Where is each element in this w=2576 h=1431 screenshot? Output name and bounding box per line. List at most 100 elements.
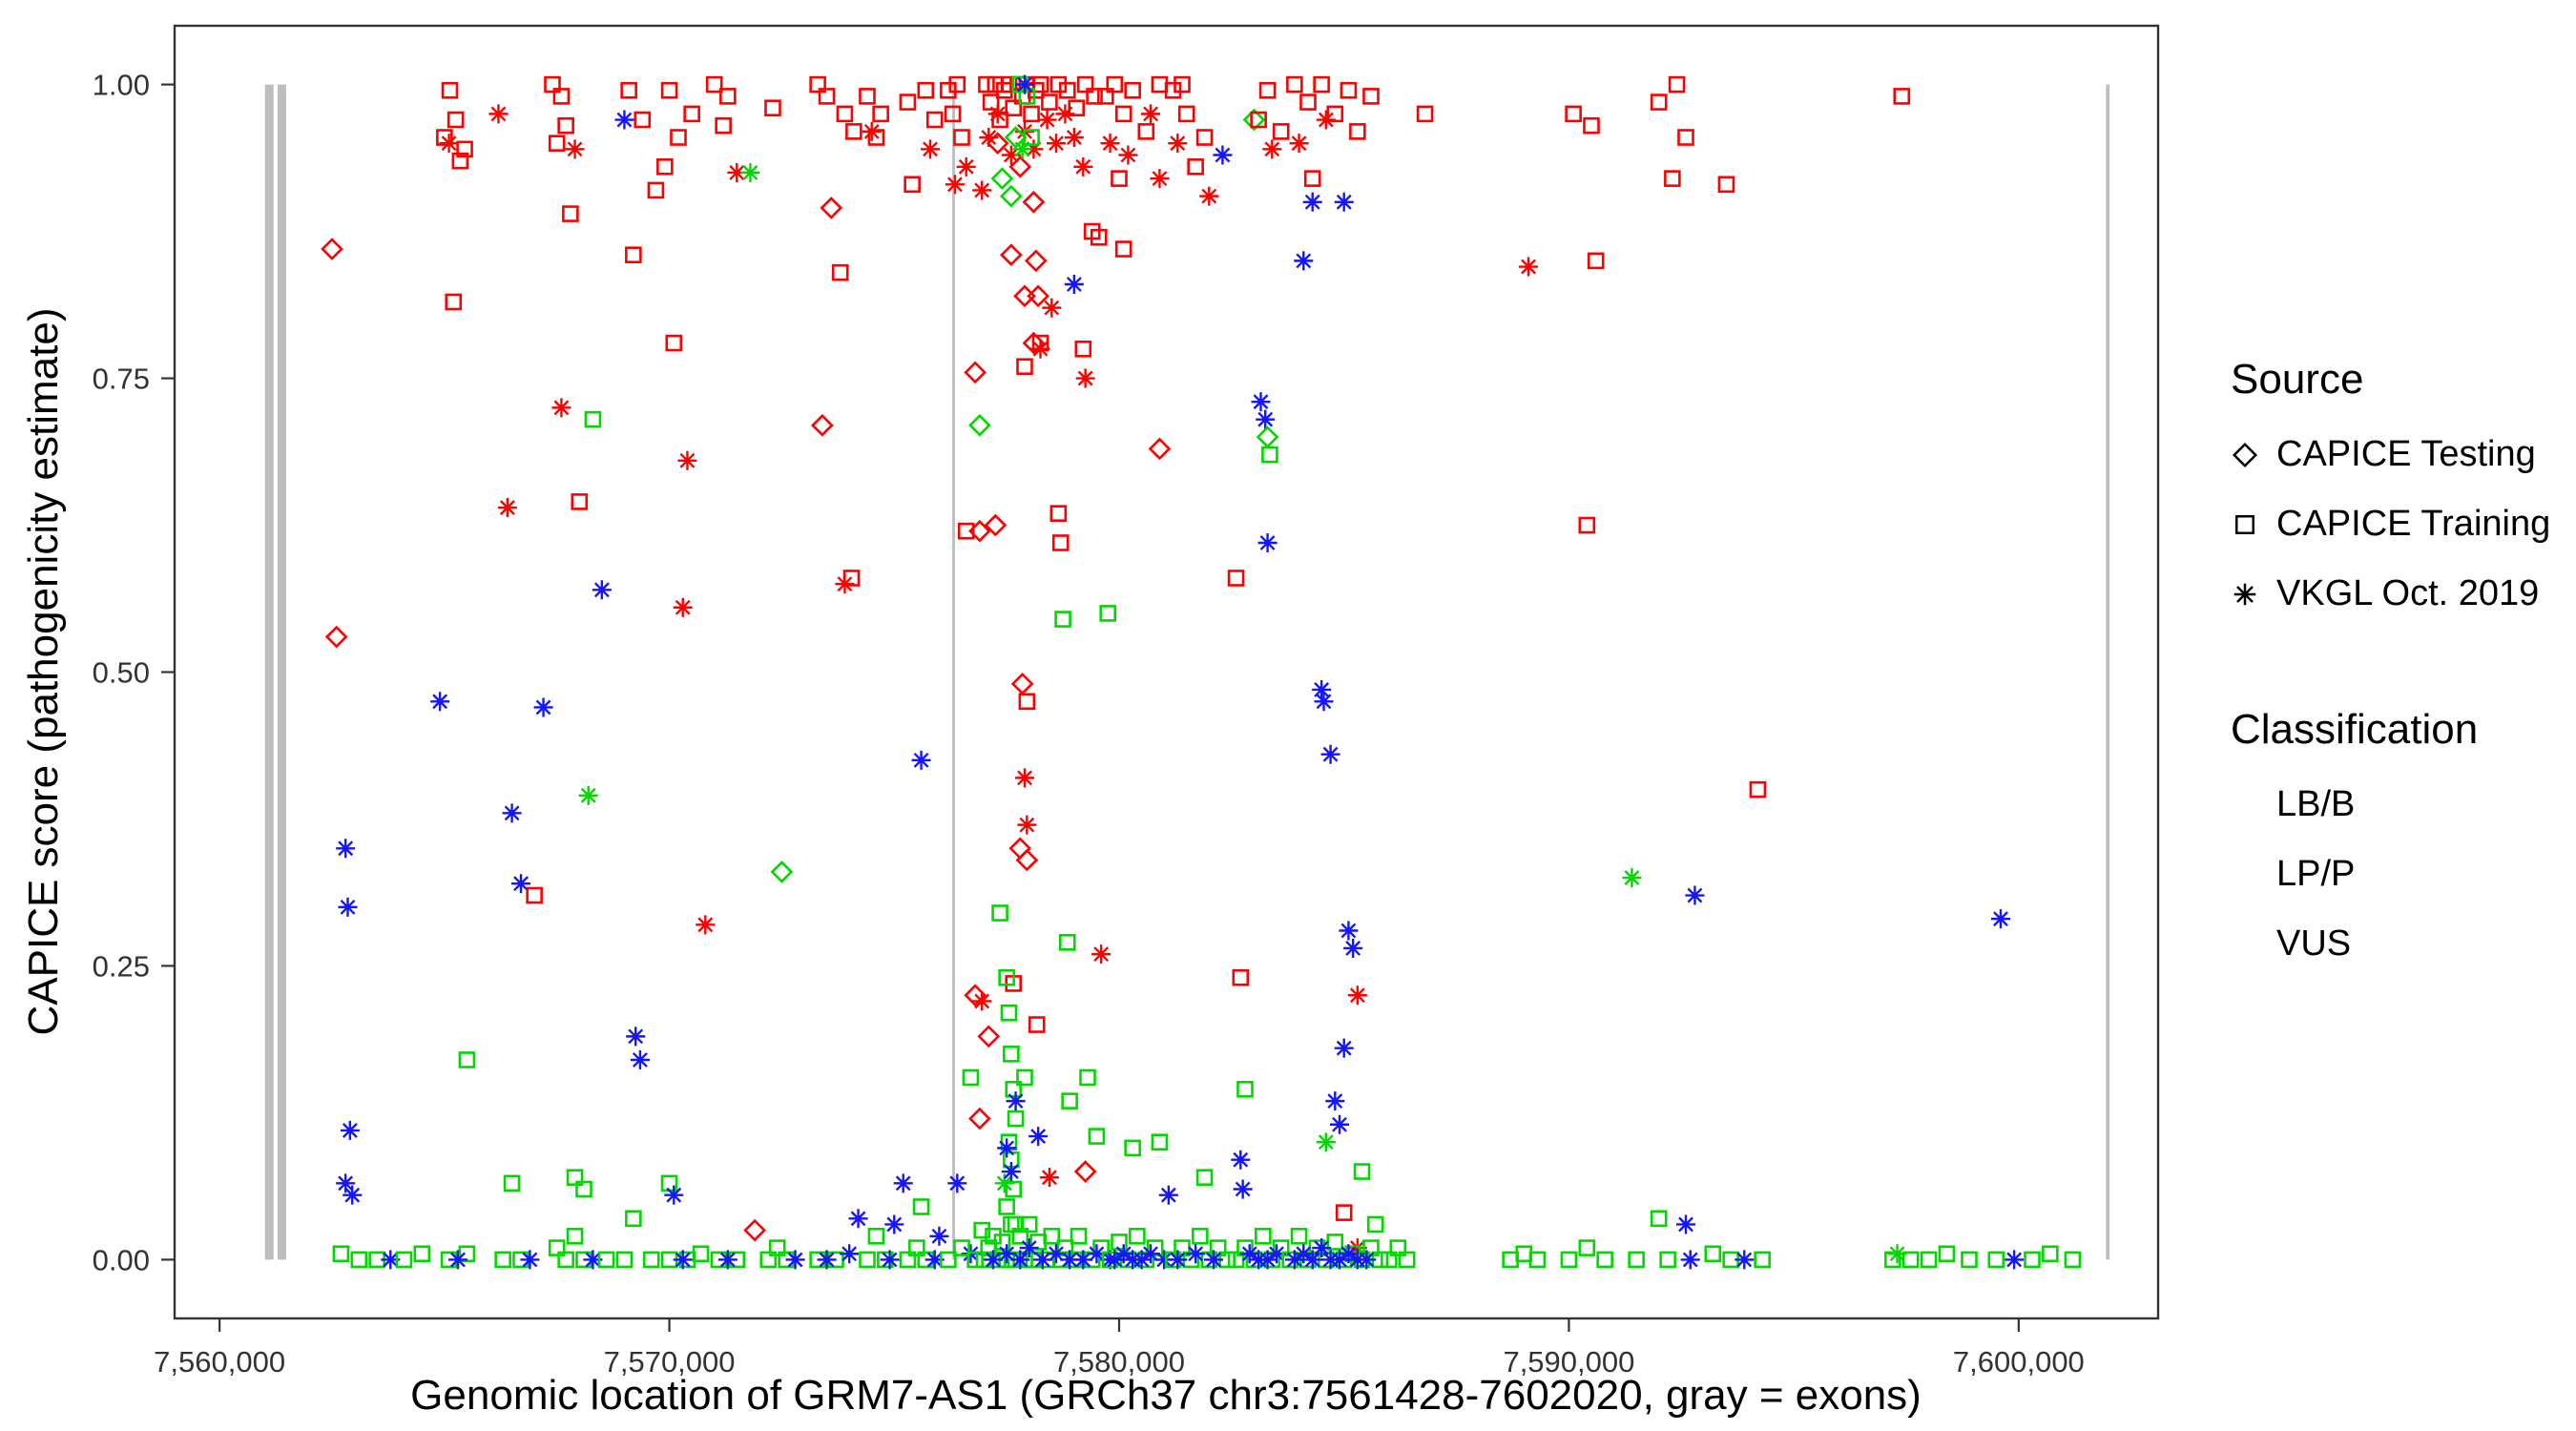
data-point xyxy=(583,1250,603,1270)
data-point xyxy=(1020,1215,1038,1234)
data-point xyxy=(494,1251,511,1269)
data-point xyxy=(1005,1180,1023,1198)
data-point xyxy=(1090,228,1108,246)
data-point xyxy=(972,180,992,200)
data-point xyxy=(845,123,862,140)
exon-bar xyxy=(952,84,955,1260)
data-point xyxy=(597,1251,615,1269)
data-point xyxy=(1086,88,1103,105)
data-point xyxy=(940,1251,957,1269)
data-point xyxy=(818,88,836,105)
data-point xyxy=(899,93,917,111)
data-point xyxy=(1330,1114,1349,1134)
data-point xyxy=(456,140,473,158)
data-point xyxy=(1347,985,1367,1006)
data-point xyxy=(1326,105,1344,123)
data-point xyxy=(677,450,697,470)
data-point xyxy=(1887,1244,1907,1264)
legend: Source CAPICE Testing CAPICE Training VK… xyxy=(2231,355,2550,979)
blue-dot-icon xyxy=(2231,930,2259,959)
data-point xyxy=(1087,1244,1107,1264)
data-point xyxy=(584,410,602,428)
data-point xyxy=(957,522,975,540)
data-point xyxy=(441,81,459,99)
data-point xyxy=(1528,1251,1547,1269)
data-point xyxy=(1075,368,1095,388)
data-point xyxy=(1357,1250,1377,1270)
data-point xyxy=(908,1239,925,1256)
data-point xyxy=(1068,99,1086,117)
data-point xyxy=(614,110,634,130)
data-point xyxy=(1290,1227,1308,1245)
data-point xyxy=(413,1245,431,1263)
data-point xyxy=(1003,1215,1020,1234)
data-point xyxy=(1168,1250,1188,1270)
data-point xyxy=(1250,111,1267,129)
exon-bar xyxy=(277,84,286,1260)
data-point xyxy=(945,175,965,195)
data-point xyxy=(634,111,652,129)
data-point xyxy=(1650,93,1668,111)
data-point xyxy=(1920,1251,1938,1269)
data-point xyxy=(1027,81,1045,99)
data-point xyxy=(994,1173,1014,1193)
data-point xyxy=(1381,1251,1398,1269)
data-point xyxy=(978,75,995,93)
data-point xyxy=(990,167,1014,190)
data-point xyxy=(1073,156,1093,176)
data-point xyxy=(740,162,760,182)
legend-classification-title: Classification xyxy=(2231,706,2479,753)
data-point xyxy=(1012,139,1032,159)
legend-source-group: Source CAPICE Testing CAPICE Training VK… xyxy=(2231,355,2550,629)
data-point xyxy=(1049,75,1068,93)
data-point xyxy=(1037,110,1057,130)
data-point xyxy=(1011,1227,1029,1245)
data-point xyxy=(1064,128,1084,148)
data-point xyxy=(1154,1250,1174,1270)
data-point xyxy=(987,104,1008,124)
data-point xyxy=(904,176,921,194)
data-point xyxy=(1146,1239,1164,1256)
data-point xyxy=(1199,186,1219,206)
data-point xyxy=(1058,934,1076,951)
data-point xyxy=(1502,1251,1519,1269)
data-point xyxy=(911,750,931,770)
data-point xyxy=(1097,88,1114,105)
data-point xyxy=(1030,339,1050,359)
data-point xyxy=(670,129,687,146)
data-point xyxy=(997,1244,1017,1264)
data-point xyxy=(1150,169,1170,189)
data-point xyxy=(350,1251,368,1269)
data-point xyxy=(1091,944,1111,964)
data-point xyxy=(995,81,1013,99)
data-point xyxy=(673,1250,693,1270)
data-point xyxy=(1114,105,1132,123)
data-point xyxy=(1010,672,1034,695)
data-point xyxy=(953,129,970,146)
panel-border xyxy=(173,24,2160,1320)
data-point xyxy=(836,105,854,123)
data-point xyxy=(1092,1239,1110,1256)
legend-item-vus: VUS xyxy=(2231,909,2550,979)
data-point xyxy=(1272,123,1290,140)
data-point xyxy=(1039,1168,1059,1188)
data-point xyxy=(973,1221,991,1239)
data-point xyxy=(562,205,579,222)
data-point xyxy=(1099,605,1117,622)
data-point xyxy=(785,1250,805,1270)
data-point xyxy=(1901,1251,1920,1269)
data-point xyxy=(1255,1227,1272,1245)
data-point xyxy=(1330,1250,1349,1270)
data-point xyxy=(1073,1160,1097,1183)
data-point xyxy=(1168,134,1188,154)
data-point xyxy=(998,968,1015,986)
data-point xyxy=(985,1227,1002,1245)
data-point xyxy=(940,81,957,99)
data-point xyxy=(820,197,843,219)
data-point xyxy=(1007,1110,1025,1128)
data-point xyxy=(1325,1091,1345,1111)
data-point xyxy=(2005,1250,2025,1270)
data-point xyxy=(1047,134,1066,154)
data-point xyxy=(1005,99,1023,117)
data-point xyxy=(1061,1092,1078,1110)
